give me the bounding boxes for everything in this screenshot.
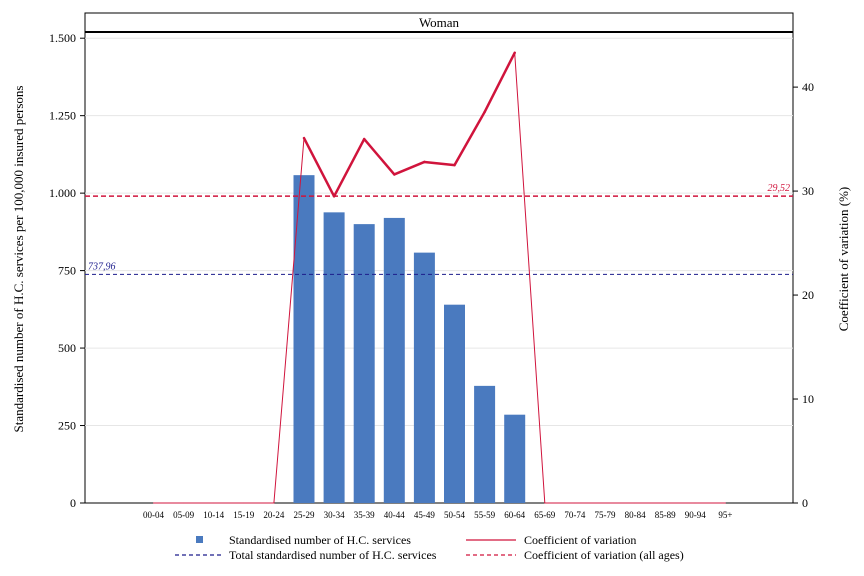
x-tick-label: 30-34 — [324, 510, 345, 520]
y-axis: 0 250 500 750 1.000 1.250 1.500 — [49, 31, 85, 510]
x-tick-label: 00-04 — [143, 510, 164, 520]
legend-label-cv-all: Coefficient of variation (all ages) — [524, 548, 684, 562]
legend-label-total: Total standardised number of H.C. servic… — [229, 548, 437, 562]
y2-tick-label: 40 — [802, 80, 814, 94]
bar — [474, 385, 496, 503]
x-tick-label: 10-14 — [203, 510, 224, 520]
cv-segment — [302, 136, 336, 198]
x-tick-label: 35-39 — [354, 510, 375, 520]
x-tick-label: 05-09 — [173, 510, 194, 520]
legend-swatch-bars — [196, 536, 203, 543]
cv-segment — [393, 160, 426, 176]
grid — [85, 37, 793, 427]
x-tick-label: 95+ — [718, 510, 732, 520]
cv-line — [153, 51, 726, 504]
x-tick-label: 60-64 — [504, 510, 525, 520]
panel-title: Woman — [419, 15, 460, 30]
y2-axis: 0 10 20 30 40 — [793, 80, 814, 510]
x-tick-label: 65-69 — [534, 510, 555, 520]
cv-segment — [332, 137, 366, 198]
reference-lines: 737,96 29,52 — [85, 183, 793, 275]
cv-segment — [514, 52, 546, 504]
y-axis-label: Standardised number of H.C. services per… — [11, 86, 26, 433]
y-tick-label: 500 — [58, 341, 76, 355]
x-tick-label: 80-84 — [625, 510, 646, 520]
x-axis: 00-04 05-09 10-14 15-19 20-24 25-29 30-34 35-39… — [143, 510, 732, 520]
cv-segment — [273, 137, 305, 504]
bars — [293, 175, 526, 504]
x-tick-label: 50-54 — [444, 510, 465, 520]
y-tick-label: 750 — [58, 264, 76, 278]
x-tick-label: 40-44 — [384, 510, 405, 520]
y2-tick-label: 30 — [802, 184, 814, 198]
x-tick-label: 75-79 — [595, 510, 616, 520]
x-tick-label: 25-29 — [294, 510, 315, 520]
y2-axis-label: Coefficient of variation (%) — [836, 187, 851, 332]
bar — [353, 224, 375, 504]
bar — [444, 304, 465, 503]
x-tick-label: 20-24 — [263, 510, 284, 520]
legend-label-bars: Standardised number of H.C. services — [229, 533, 411, 547]
cv-segment — [423, 160, 456, 167]
cv-segment — [483, 51, 516, 114]
bar — [383, 217, 405, 503]
x-tick-label: 15-19 — [233, 510, 254, 520]
y-tick-label: 1.250 — [49, 109, 76, 123]
legend: Standardised number of H.C. services Coe… — [175, 533, 684, 562]
bar — [323, 212, 345, 503]
bar — [504, 414, 526, 503]
bar — [413, 252, 435, 503]
y-tick-label: 1.500 — [49, 31, 76, 45]
y2-tick-label: 0 — [802, 496, 808, 510]
x-tick-label: 45-49 — [414, 510, 435, 520]
cv-segment — [362, 137, 396, 176]
cv-segment — [453, 110, 486, 167]
y-tick-label: 250 — [58, 419, 76, 433]
y2-tick-label: 20 — [802, 288, 814, 302]
x-tick-label: 55-59 — [474, 510, 495, 520]
y-tick-label: 0 — [70, 496, 76, 510]
y-tick-label: 1.000 — [49, 186, 76, 200]
x-tick-label: 90-94 — [685, 510, 706, 520]
reference-label: 737,96 — [88, 261, 116, 272]
plot-frame — [84, 12, 794, 504]
legend-label-cv: Coefficient of variation — [524, 533, 636, 547]
reference-label: 29,52 — [768, 183, 791, 194]
x-tick-label: 70-74 — [564, 510, 585, 520]
x-tick-label: 85-89 — [655, 510, 676, 520]
bar — [293, 175, 315, 503]
y2-tick-label: 10 — [802, 392, 814, 406]
